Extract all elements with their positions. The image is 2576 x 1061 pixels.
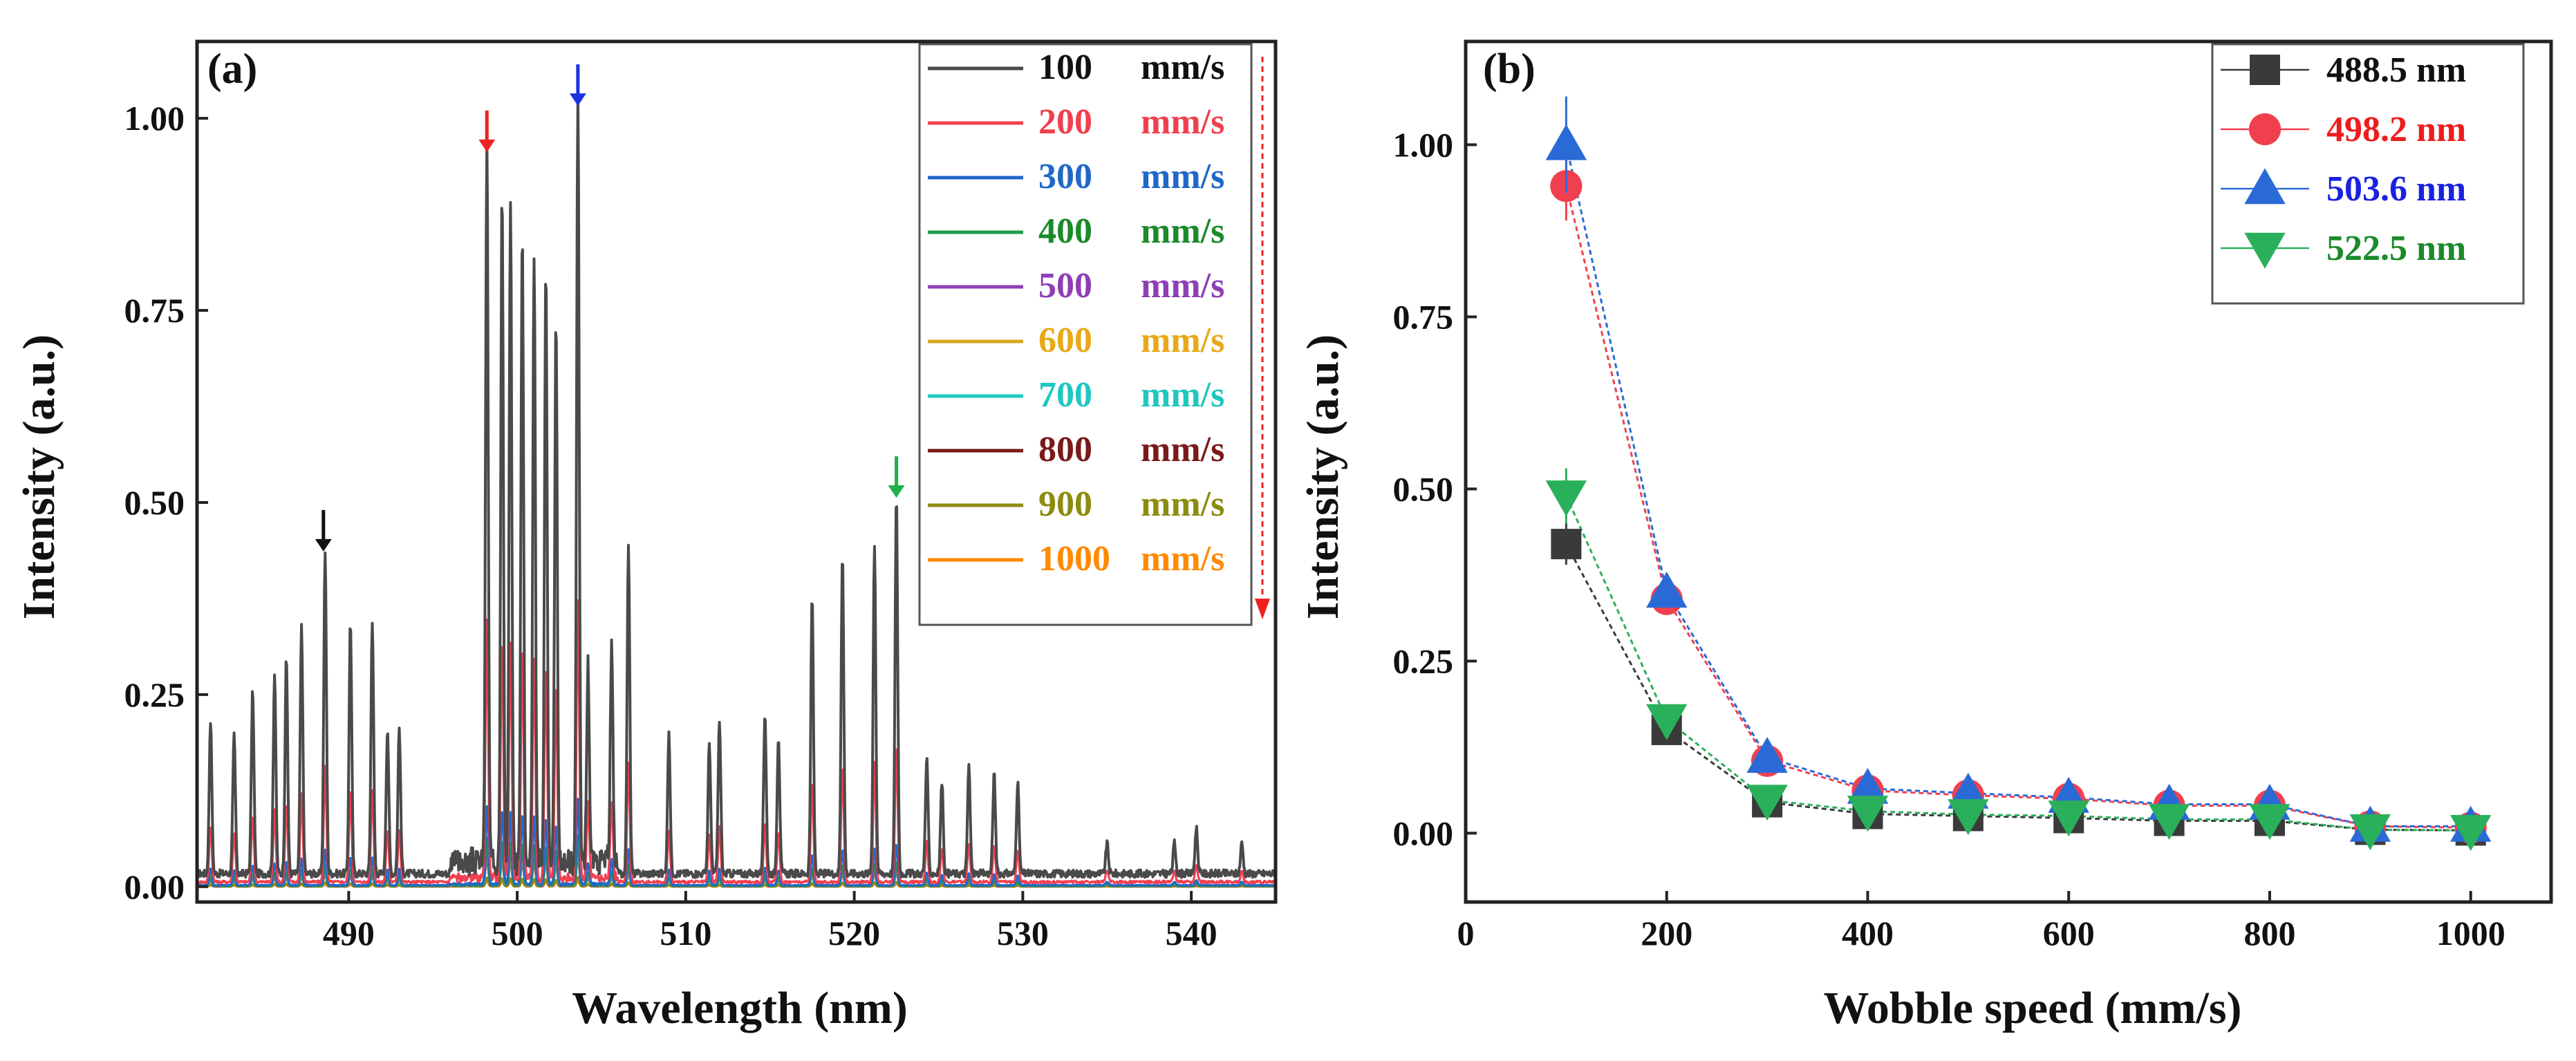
y-axis-label-b: Intensity (a.u.) xyxy=(1298,335,1348,620)
data-point xyxy=(2249,804,2290,841)
legend-speed-unit: mm/s xyxy=(1141,485,1224,524)
data-point xyxy=(2048,800,2089,837)
legend-speed-unit: mm/s xyxy=(1141,321,1224,360)
legend-trend-arrow-head xyxy=(1255,599,1270,619)
data-point xyxy=(1545,480,1587,517)
spectrum-line-100-mms xyxy=(196,92,1277,879)
y-tick-label: 0.25 xyxy=(1393,641,1454,680)
spectrum-series-group xyxy=(196,92,1277,888)
x-axis-ticks-b: 0 200 400 600 800 1000 xyxy=(1457,891,2505,952)
legend-speed-value: 500 xyxy=(1038,266,1092,306)
legend-speed-value: 400 xyxy=(1038,212,1092,251)
data-point xyxy=(2450,815,2492,852)
x-tick-label: 530 xyxy=(997,914,1049,952)
panel-a-spectrum-chart: 490 500 510 520 530 540 0.000.250.500.751.00 … xyxy=(14,39,1278,1033)
series-line-522-5-nm xyxy=(1565,495,2471,832)
legend-marker xyxy=(2250,55,2280,85)
data-point xyxy=(1551,529,1582,560)
x-tick-label: 490 xyxy=(323,914,375,952)
y-tick-label: 0.00 xyxy=(124,867,185,906)
data-point xyxy=(1545,124,1587,160)
y-axis-ticks-a: 0.00 0.25 0.50 0.75 1.00 xyxy=(124,99,208,906)
y-tick-label: 0.75 xyxy=(124,291,185,330)
x-axis-ticks-a: 490 500 510 520 530 540 xyxy=(323,891,1217,952)
legend-speed-unit: mm/s xyxy=(1141,102,1224,142)
y-tick-label: 0.25 xyxy=(124,675,185,714)
legend-marker xyxy=(2244,168,2286,205)
legend-speed-value: 1000 xyxy=(1038,539,1110,579)
legend-marker xyxy=(2244,232,2286,269)
legend-speed-unit: mm/s xyxy=(1141,266,1224,306)
data-point xyxy=(2349,814,2391,851)
legend-series-label: 522.5 nm xyxy=(2326,229,2466,268)
legend-series-label: 488.5 nm xyxy=(2326,50,2466,90)
legend-speed-value: 300 xyxy=(1038,157,1092,196)
y-tick-label: 0.50 xyxy=(124,483,185,522)
legend-series-label: 498.2 nm xyxy=(2326,110,2466,149)
series-line-503-6-nm xyxy=(1565,144,2471,827)
spectrum-line-500-mms xyxy=(196,842,1276,888)
y-tick-label: 0.50 xyxy=(1393,469,1454,508)
legend-speed-unit: mm/s xyxy=(1141,157,1224,196)
peak-arrows-group xyxy=(315,64,905,552)
legend-speed-value: 600 xyxy=(1038,321,1092,360)
plot-frame-a xyxy=(195,39,1278,904)
intensity-series-group xyxy=(1545,96,2492,852)
x-tick-label: 520 xyxy=(828,914,880,952)
data-point xyxy=(1948,799,1989,836)
legend-a: 100 mm/s 200 mm/s 300 mm/s 400 mm/s 500 mm/s 600 mm… xyxy=(918,43,1270,626)
spectrum-line-300-mms xyxy=(196,798,1276,887)
y-tick-label: 0.75 xyxy=(1393,297,1454,336)
legend-speed-value: 700 xyxy=(1038,375,1092,415)
x-tick-label: 400 xyxy=(1842,914,1894,952)
data-point xyxy=(2148,804,2190,841)
data-point xyxy=(1847,796,1889,832)
data-point xyxy=(1847,767,1889,804)
x-tick-label: 800 xyxy=(2243,914,2295,952)
panel-label-a: (a) xyxy=(207,46,257,93)
y-axis-ticks-b: 0.00 0.25 0.50 0.75 1.00 xyxy=(1393,125,1477,852)
legend-speed-value: 800 xyxy=(1038,430,1092,469)
x-tick-label: 510 xyxy=(660,914,711,952)
panel-label-b: (b) xyxy=(1483,46,1536,93)
panel-b-intensity-chart: 0 200 400 600 800 1000 0.00 0.25 0.50 0.75 1.00 (… xyxy=(1298,39,2553,1033)
x-tick-label: 540 xyxy=(1166,914,1217,952)
series-line-488-5-nm xyxy=(1565,543,2471,832)
legend-speed-unit: mm/s xyxy=(1141,375,1224,415)
data-point xyxy=(1646,704,1688,740)
legend-series-label: 503.6 nm xyxy=(2326,169,2466,209)
legend-speed-value: 100 xyxy=(1038,48,1092,87)
data-point xyxy=(1646,572,1688,608)
spectrum-line-400-mms xyxy=(196,834,1276,888)
spectrum-line-200-mms xyxy=(196,599,1276,885)
y-axis-label-a: Intensity (a.u.) xyxy=(14,335,64,620)
x-tick-label: 600 xyxy=(2043,914,2095,952)
peak-arrow-head xyxy=(888,485,905,498)
data-point xyxy=(1746,785,1788,821)
y-tick-label: 1.00 xyxy=(124,99,185,138)
x-tick-label: 1000 xyxy=(2436,914,2505,952)
legend-b: 488.5 nm 498.2 nm 503.6 nm 522.5 nm xyxy=(2211,43,2525,305)
data-point xyxy=(1746,737,1788,773)
legend-speed-value: 200 xyxy=(1038,102,1092,142)
y-tick-label: 0.00 xyxy=(1393,814,1454,852)
x-axis-label-a: Wavelength (nm) xyxy=(572,983,908,1033)
peak-arrow-head xyxy=(569,93,586,106)
y-tick-label: 1.00 xyxy=(1393,125,1454,164)
x-tick-label: 200 xyxy=(1641,914,1692,952)
peak-arrow-head xyxy=(315,538,332,552)
legend-speed-unit: mm/s xyxy=(1141,48,1224,87)
x-tick-label: 500 xyxy=(492,914,543,952)
x-axis-label-b: Wobble speed (mm/s) xyxy=(1823,983,2241,1033)
legend-speed-unit: mm/s xyxy=(1141,539,1224,579)
legend-box-a xyxy=(918,43,1253,626)
legend-speed-unit: mm/s xyxy=(1141,212,1224,251)
plot-frame-b xyxy=(1464,39,2553,904)
legend-speed-value: 900 xyxy=(1038,485,1092,524)
x-tick-label: 0 xyxy=(1457,914,1475,952)
legend-speed-unit: mm/s xyxy=(1141,430,1224,469)
peak-arrow-head xyxy=(478,139,496,152)
legend-marker xyxy=(2248,113,2281,146)
